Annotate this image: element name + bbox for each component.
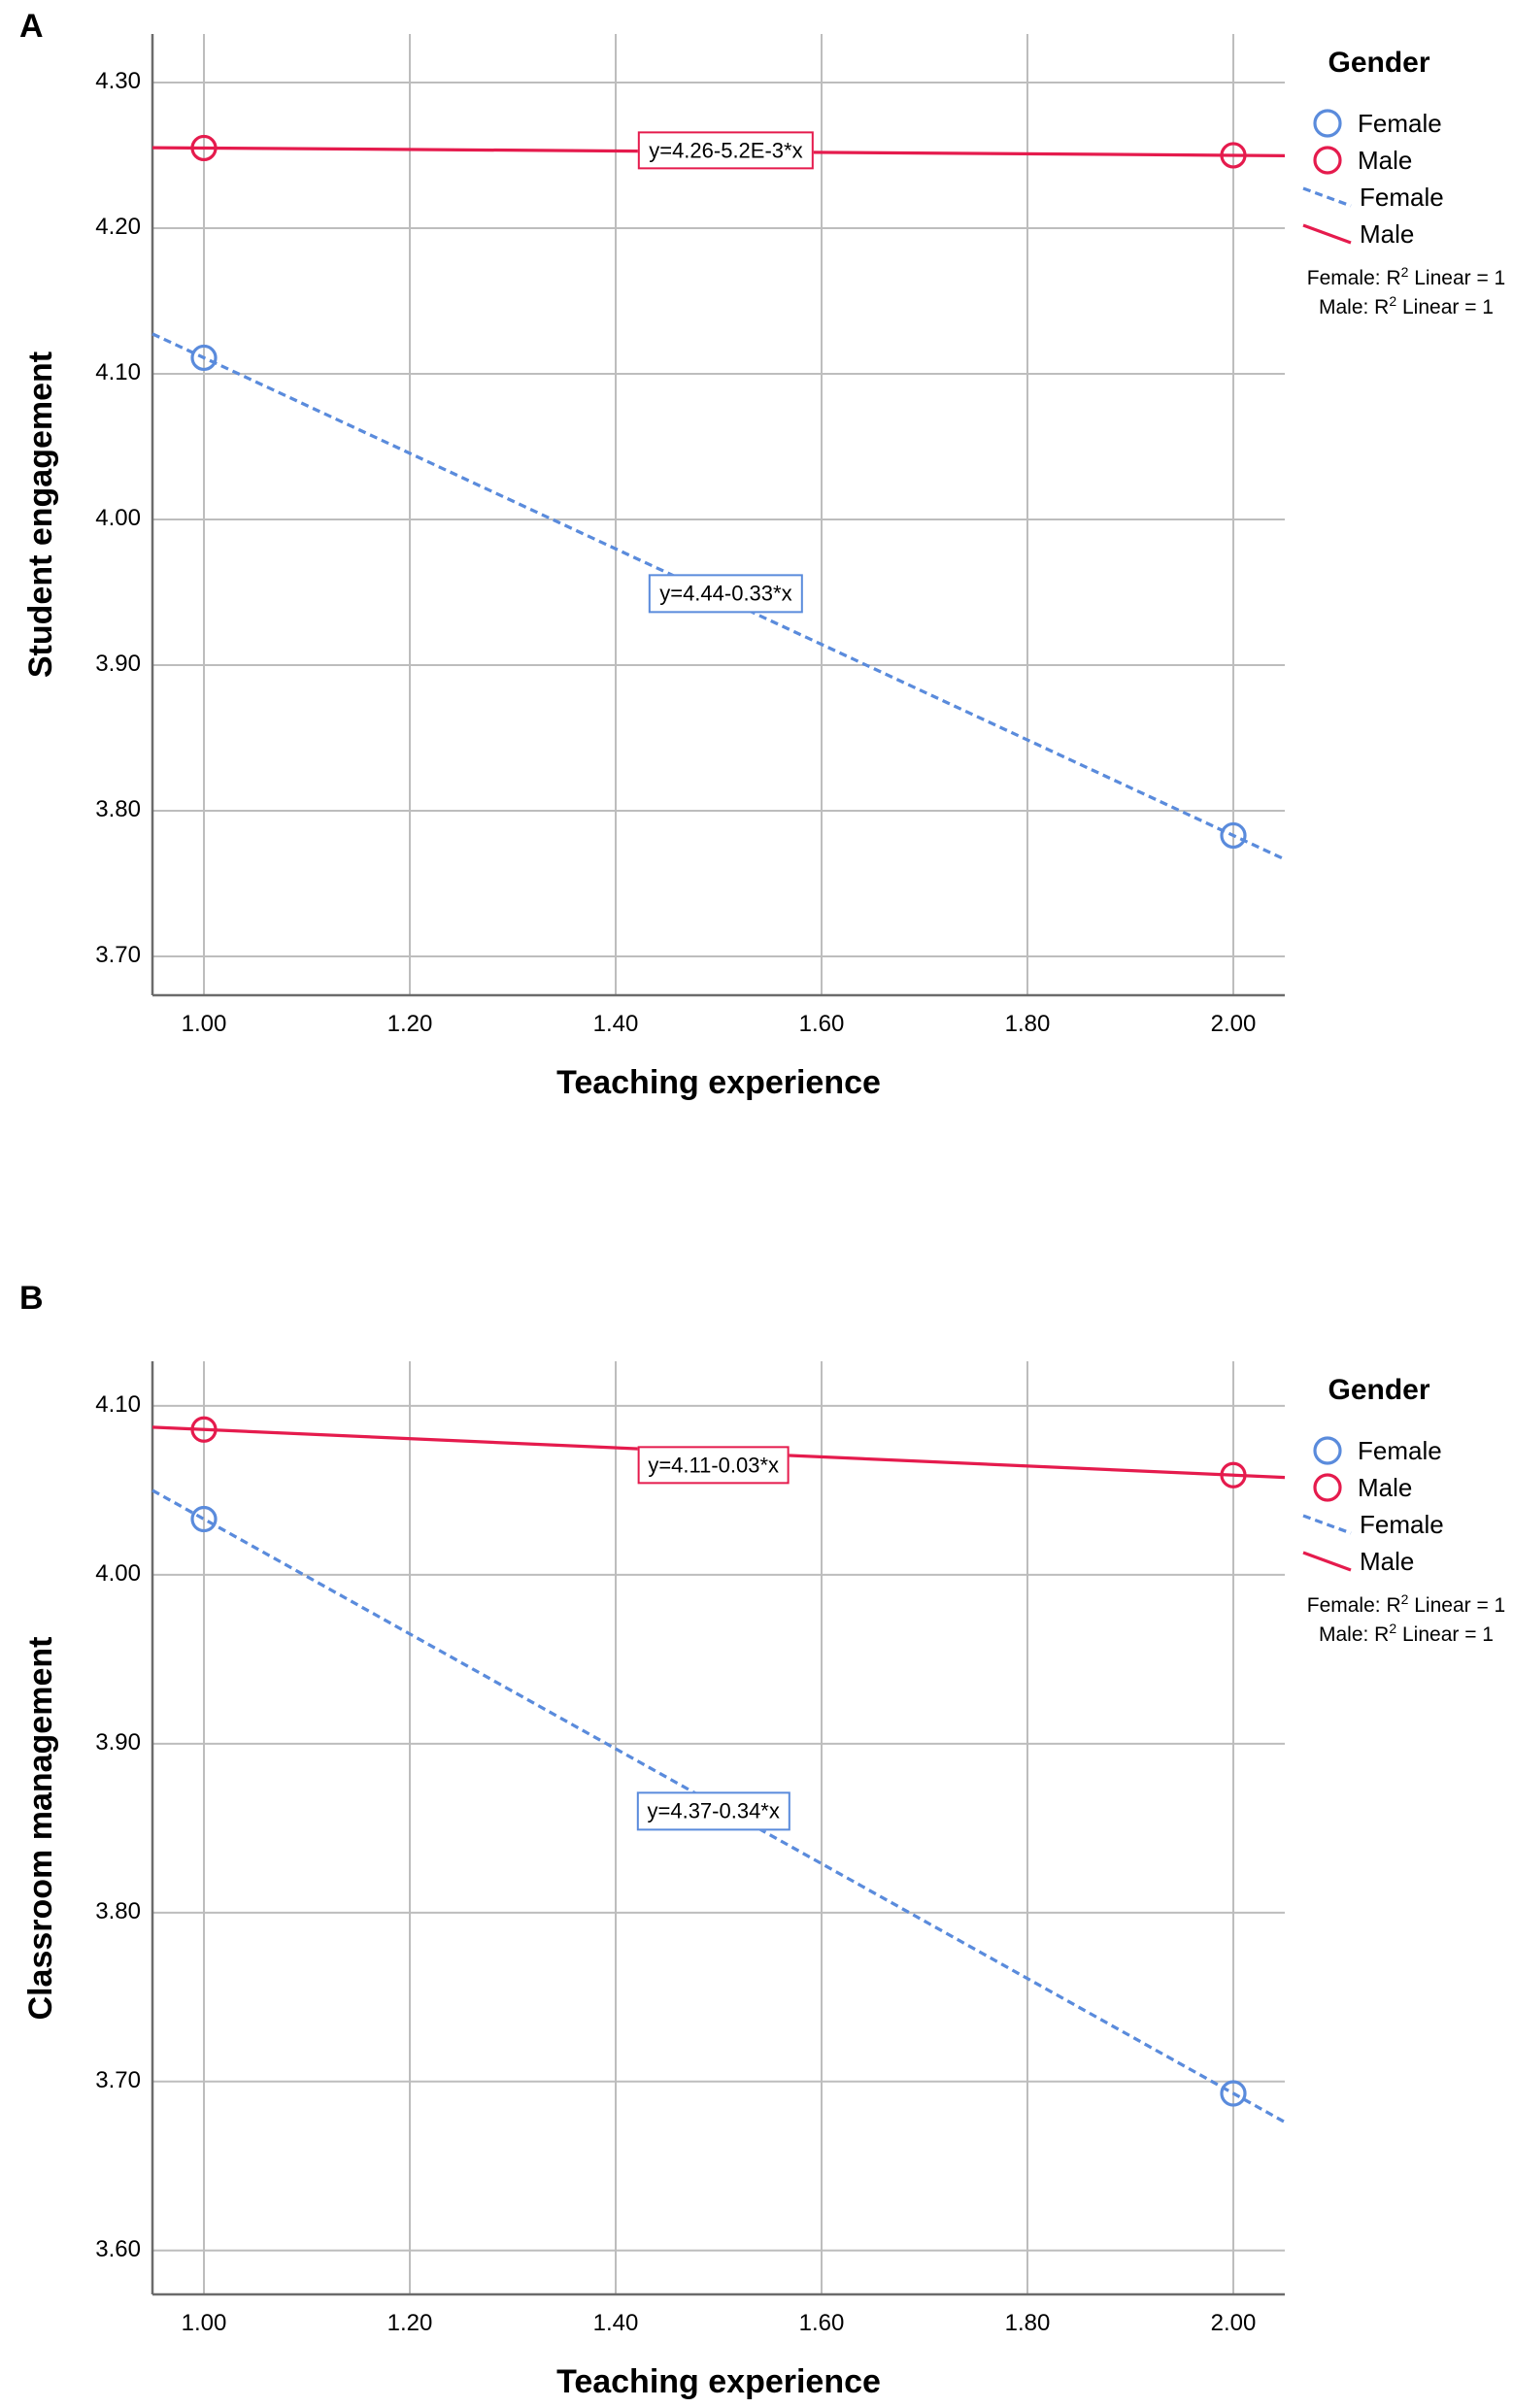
legend-title: Gender: [1328, 47, 1430, 79]
y-tick-label: 3.80: [95, 1897, 141, 1924]
x-tick-label: 1.40: [592, 1011, 639, 1037]
legend-r2-note-male: Male: R2 Linear = 1: [1294, 1621, 1513, 1647]
y-tick-label: 4.00: [95, 1559, 141, 1587]
equation-label-male: y=4.11-0.03*x: [637, 1446, 790, 1485]
legend-circle-icon-female: [1313, 1436, 1342, 1465]
y-tick-label: 3.80: [95, 795, 141, 822]
r2-superscript: 2: [1389, 1621, 1397, 1636]
data-point-female: [190, 1505, 218, 1533]
data-point-male: [1220, 142, 1247, 169]
r2-superscript: 2: [1400, 264, 1409, 280]
legend: Gender Female Male Female Male Female: R2 Lin…: [1294, 47, 1513, 328]
legend-label: Male: [1358, 1472, 1413, 1502]
legend-label: Female: [1360, 1509, 1444, 1539]
legend-r2-note-male: Male: R2 Linear = 1: [1294, 293, 1513, 319]
legend-label: Male: [1360, 218, 1415, 249]
y-tick-label: 4.10: [95, 358, 141, 385]
panel-label-b: B: [19, 1280, 44, 1317]
r2-text-before: Female: R: [1306, 1594, 1401, 1617]
equation-label-female: y=4.37-0.34*x: [636, 1791, 790, 1831]
r2-text-before: Male: R: [1319, 296, 1390, 318]
x-tick-label: 2.00: [1210, 2310, 1257, 2336]
data-point-male: [190, 134, 218, 162]
y-tick-label: 3.70: [95, 941, 141, 968]
x-axis-title: Teaching experience: [556, 2363, 881, 2400]
legend-line-item-female: Female: [1294, 1506, 1444, 1543]
legend-marker-item-female: Female: [1294, 105, 1442, 142]
equation-label-male: y=4.26-5.2E-3*x: [638, 131, 814, 170]
data-point-female: [190, 344, 218, 372]
legend-line-icon-female: [1302, 186, 1352, 208]
legend-marker-item-male: Male: [1294, 1469, 1412, 1506]
x-tick-label: 1.80: [1004, 2310, 1051, 2336]
legend-line-item-female: Female: [1294, 179, 1444, 216]
r2-superscript: 2: [1389, 293, 1397, 309]
y-axis-title: Classroom management: [22, 1636, 59, 2020]
x-tick-label: 1.20: [387, 1011, 433, 1037]
data-point-male: [190, 1416, 218, 1443]
x-tick-label: 1.60: [798, 2310, 845, 2336]
r2-text-after: Linear = 1: [1408, 1594, 1506, 1617]
y-tick-label: 3.90: [95, 650, 141, 677]
x-tick-label: 1.00: [181, 1011, 227, 1037]
x-tick-label: 1.60: [798, 1011, 845, 1037]
legend-r2-note-female: Female: R2 Linear = 1: [1294, 264, 1513, 290]
data-point-male: [1220, 1461, 1247, 1488]
r2-text-before: Female: R: [1306, 267, 1401, 289]
y-tick-label: 3.60: [95, 2235, 141, 2262]
legend-label: Female: [1358, 1435, 1442, 1465]
x-tick-label: 2.00: [1210, 1011, 1257, 1037]
x-tick-label: 1.00: [181, 2310, 227, 2336]
legend-line-item-male: Male: [1294, 1543, 1414, 1580]
y-tick-label: 4.30: [95, 67, 141, 94]
r2-text-after: Linear = 1: [1396, 1623, 1494, 1646]
equation-label-female: y=4.44-0.33*x: [649, 574, 803, 614]
legend-line-item-male: Male: [1294, 216, 1414, 252]
legend-label: Male: [1360, 1546, 1415, 1576]
x-tick-label: 1.20: [387, 2310, 433, 2336]
legend-title: Gender: [1328, 1374, 1430, 1406]
legend-line-icon-female: [1302, 1514, 1352, 1535]
legend-label: Female: [1360, 182, 1444, 212]
x-axis-title: Teaching experience: [556, 1064, 881, 1101]
y-tick-label: 3.90: [95, 1728, 141, 1756]
data-point-female: [1220, 2080, 1247, 2107]
y-axis-title: Student engagement: [22, 351, 59, 679]
y-tick-label: 4.20: [95, 213, 141, 240]
legend-label: Female: [1358, 108, 1442, 138]
legend-marker-item-male: Male: [1294, 142, 1412, 179]
r2-superscript: 2: [1400, 1591, 1409, 1607]
legend-r2-note-female: Female: R2 Linear = 1: [1294, 1591, 1513, 1618]
legend-label: Male: [1358, 145, 1413, 175]
legend-circle-icon-female: [1313, 109, 1342, 138]
legend-marker-item-female: Female: [1294, 1432, 1442, 1469]
r2-text-after: Linear = 1: [1408, 267, 1506, 289]
legend-line-icon-male: [1302, 1551, 1352, 1572]
legend-line-icon-male: [1302, 223, 1352, 245]
panel-label-a: A: [19, 8, 44, 45]
legend-circle-icon-male: [1313, 1473, 1342, 1502]
legend: Gender Female Male Female Male Female: R2 Lin…: [1294, 1374, 1513, 1656]
y-tick-label: 3.70: [95, 2066, 141, 2093]
r2-text-before: Male: R: [1319, 1623, 1390, 1646]
r2-text-after: Linear = 1: [1396, 296, 1494, 318]
x-tick-label: 1.40: [592, 2310, 639, 2336]
x-tick-label: 1.80: [1004, 1011, 1051, 1037]
legend-circle-icon-male: [1313, 146, 1342, 175]
data-point-female: [1220, 821, 1247, 850]
y-tick-label: 4.00: [95, 504, 141, 531]
y-tick-label: 4.10: [95, 1390, 141, 1418]
